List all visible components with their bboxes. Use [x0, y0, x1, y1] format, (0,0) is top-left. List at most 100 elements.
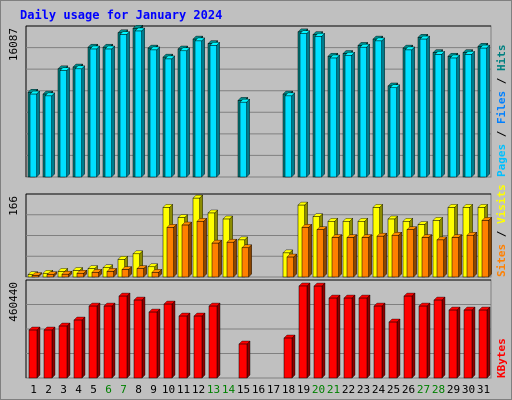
bar-sites-31: [481, 216, 493, 278]
bar-sites-10-face: [166, 227, 174, 278]
bar-kbytes-10: [163, 300, 176, 379]
bar-sites-26-side: [413, 226, 417, 278]
bar-kbytes-28-face: [433, 299, 443, 379]
bar-sites-25: [391, 231, 403, 278]
bar-kbytes-19: [298, 282, 311, 379]
bar-files-11-face: [179, 50, 187, 178]
x-tick-label: 22: [342, 383, 355, 396]
bar-kbytes-2-face: [43, 329, 53, 379]
bar-kbytes-20: [313, 282, 326, 379]
bar-files-10-face: [164, 58, 172, 178]
bar-kbytes-13-face: [208, 305, 218, 379]
x-tick-label: 31: [477, 383, 490, 396]
bar-sites-21: [331, 234, 343, 278]
bar-files-20: [314, 32, 326, 178]
bar-kbytes-26-face: [403, 295, 413, 379]
bar-kbytes-11-side: [186, 312, 191, 379]
bar-sites-8: [136, 265, 148, 278]
bar-files-19: [299, 30, 311, 178]
bar-sites-6: [106, 267, 118, 278]
bar-files-20-side: [321, 32, 325, 178]
bar-kbytes-30-face: [463, 309, 473, 379]
legend-kbytes: KBytes: [495, 338, 508, 378]
bar-kbytes-7: [118, 292, 131, 379]
bar-files-7-side: [126, 31, 130, 178]
x-tick-label: 4: [75, 383, 82, 396]
bar-kbytes-15-side: [246, 340, 251, 379]
bar-sites-12-face: [196, 221, 204, 278]
bar-files-1-face: [29, 93, 37, 178]
bar-kbytes-2-side: [51, 326, 56, 379]
bar-sites-25-face: [391, 235, 399, 278]
bar-sites-7-face: [121, 269, 129, 278]
bar-sites-14-face: [226, 241, 234, 278]
bar-files-29-side: [456, 54, 460, 178]
x-tick-label: 12: [192, 383, 205, 396]
bar-kbytes-12-face: [193, 315, 203, 379]
bar-files-2: [44, 92, 56, 178]
bar-kbytes-19-face: [298, 285, 308, 379]
bar-kbytes-22: [343, 294, 356, 379]
bar-kbytes-11: [178, 312, 191, 379]
bar-files-5-side: [96, 45, 100, 178]
x-tick-label: 8: [135, 383, 142, 396]
bar-sites-13: [211, 239, 223, 278]
bar-visits-8-face: [132, 253, 140, 278]
x-tick-label: 15: [237, 383, 250, 396]
bar-files-3-face: [59, 70, 67, 178]
bar-files-23: [359, 43, 371, 178]
bar-sites-18-face: [286, 256, 294, 278]
bar-sites-13-face: [211, 242, 219, 278]
bar-kbytes-4-side: [81, 316, 86, 379]
x-tick-label: 21: [327, 383, 340, 396]
x-tick-label: 3: [60, 383, 67, 396]
bar-sites-10: [166, 223, 178, 278]
bar-kbytes-30-side: [471, 306, 476, 379]
bar-files-4: [74, 65, 86, 178]
bar-kbytes-1-face: [28, 329, 38, 379]
bar-sites-11: [181, 221, 193, 278]
bar-kbytes-24-face: [373, 305, 383, 379]
bar-kbytes-18-side: [291, 334, 296, 379]
bar-sites-6-face: [106, 271, 114, 278]
legend-hits-files-pages: Pages / Files / Hits: [495, 45, 508, 178]
bar-sites-18-side: [293, 253, 297, 278]
bar-sites-26-face: [406, 229, 414, 278]
bar-kbytes-27-face: [418, 305, 428, 379]
bar-files-22-side: [351, 51, 355, 178]
x-tick-label: 7: [120, 383, 127, 396]
legend-item-sites: Sites: [495, 244, 508, 277]
bar-kbytes-27: [418, 302, 431, 379]
bar-files-6-side: [111, 45, 115, 178]
bar-kbytes-23-face: [358, 297, 368, 379]
x-tick-label: 30: [462, 383, 475, 396]
bar-files-27-face: [419, 38, 427, 178]
bar-kbytes-31: [478, 306, 491, 379]
bar-kbytes-10-face: [163, 303, 173, 379]
bar-sites-5-face: [91, 272, 99, 278]
bar-kbytes-6: [103, 302, 116, 379]
bar-files-22-face: [344, 55, 352, 178]
bar-files-12-face: [194, 40, 202, 178]
bar-sites-21-face: [331, 237, 339, 278]
bar-kbytes-8-face: [133, 299, 143, 379]
bar-files-13-side: [216, 41, 220, 178]
bar-files-18: [284, 92, 296, 178]
bar-sites-18: [286, 253, 298, 278]
bar-sites-8-face: [136, 268, 144, 278]
bar-sites-15-face: [241, 247, 249, 278]
bar-sites-14: [226, 238, 238, 278]
bar-kbytes-7-side: [126, 292, 131, 379]
bar-sites-23-side: [368, 234, 372, 278]
bar-files-24: [374, 37, 386, 178]
bar-sites-21-side: [338, 234, 342, 278]
bar-files-29-face: [449, 57, 457, 178]
bar-kbytes-29-side: [456, 306, 461, 379]
legend-separator: /: [495, 71, 508, 91]
bar-sites-14-side: [233, 238, 237, 278]
legend-separator: /: [495, 124, 508, 144]
bar-sites-1: [31, 272, 43, 278]
bar-sites-11-face: [181, 224, 189, 278]
bar-kbytes-8-side: [141, 296, 146, 379]
